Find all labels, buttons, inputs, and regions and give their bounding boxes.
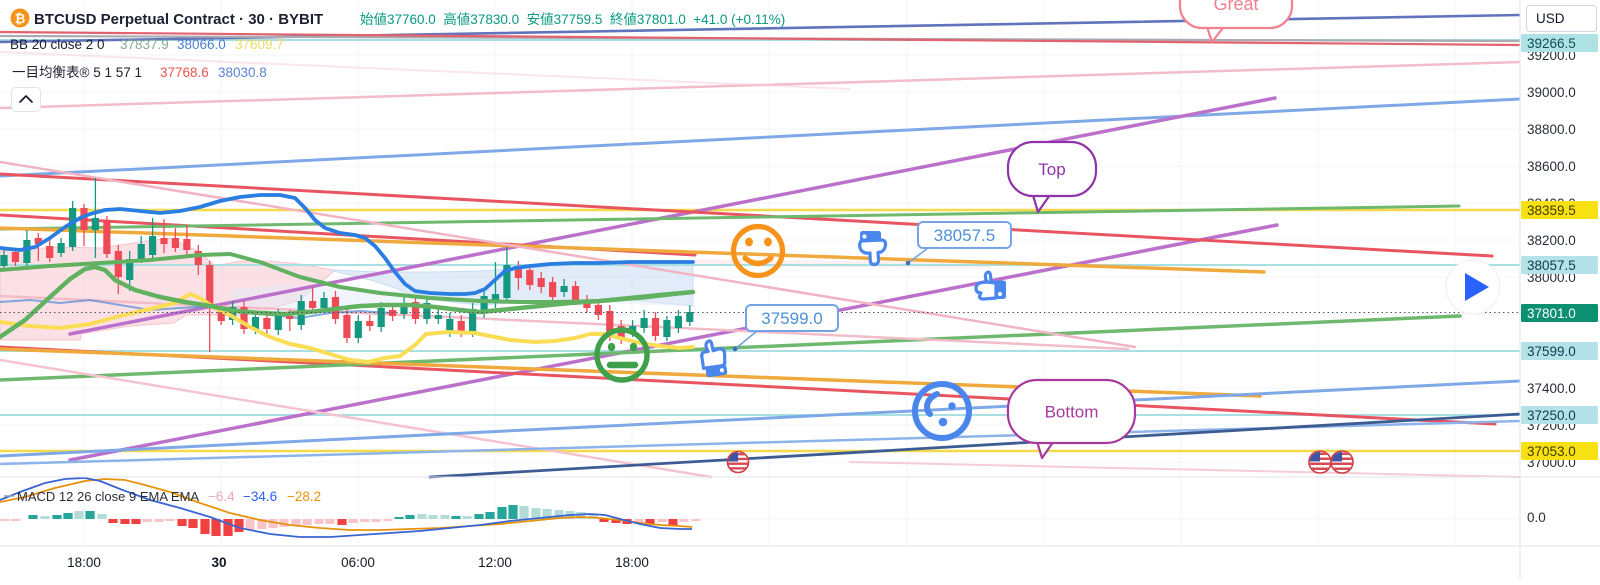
svg-text:₿: ₿ [15, 11, 26, 26]
svg-text:37801.0: 37801.0 [1527, 306, 1576, 321]
svg-text:38800.0: 38800.0 [1527, 122, 1576, 137]
svg-text:始値37760.0 高値37830.0 安値37759.: 始値37760.0 高値37830.0 安値37759.5 終値37801.0 … [360, 11, 785, 27]
svg-text:38200.0: 38200.0 [1527, 233, 1576, 248]
svg-text:37053.0: 37053.0 [1527, 444, 1576, 459]
svg-text:37837.9: 37837.9 [120, 37, 169, 52]
svg-text:MACD 12 26 close 9 EMA EMA: MACD 12 26 close 9 EMA EMA [17, 489, 199, 504]
svg-text:12:00: 12:00 [478, 555, 512, 570]
svg-text:Great: Great [1213, 0, 1258, 14]
svg-text:06:00: 06:00 [341, 555, 375, 570]
svg-text:一目均衡表® 5 1 57 1: 一目均衡表® 5 1 57 1 [12, 65, 142, 80]
svg-text:37599.0: 37599.0 [761, 309, 822, 328]
svg-text:38359.5: 38359.5 [1527, 203, 1576, 218]
svg-text:37400.0: 37400.0 [1527, 381, 1576, 396]
svg-text:38600.0: 38600.0 [1527, 159, 1576, 174]
svg-text:0.0: 0.0 [1527, 510, 1546, 525]
svg-text:BB 20 close 2 0: BB 20 close 2 0 [10, 37, 105, 52]
svg-text:Bottom: Bottom [1045, 403, 1099, 422]
svg-text:18:00: 18:00 [67, 555, 101, 570]
svg-text:USD: USD [1536, 11, 1565, 26]
svg-text:38030.8: 38030.8 [218, 65, 267, 80]
svg-text:−34.6: −34.6 [243, 489, 277, 504]
svg-text:38057.5: 38057.5 [934, 226, 995, 245]
svg-text:38066.0: 38066.0 [177, 37, 226, 52]
svg-text:30: 30 [211, 555, 226, 570]
svg-text:−6.4: −6.4 [208, 489, 235, 504]
svg-text:18:00: 18:00 [615, 555, 649, 570]
svg-text:37768.6: 37768.6 [160, 65, 209, 80]
svg-text:39000.0: 39000.0 [1527, 85, 1576, 100]
svg-text:Top: Top [1038, 160, 1065, 179]
svg-text:37609.7: 37609.7 [235, 37, 284, 52]
svg-text:37599.0: 37599.0 [1527, 344, 1576, 359]
svg-text:BTCUSD Perpetual Contract · 30: BTCUSD Perpetual Contract · 30 · BYBIT [34, 11, 323, 28]
svg-text:38057.5: 38057.5 [1527, 258, 1576, 273]
svg-text:39266.5: 39266.5 [1527, 36, 1576, 51]
svg-text:37250.0: 37250.0 [1527, 408, 1576, 423]
svg-text:−28.2: −28.2 [287, 489, 321, 504]
